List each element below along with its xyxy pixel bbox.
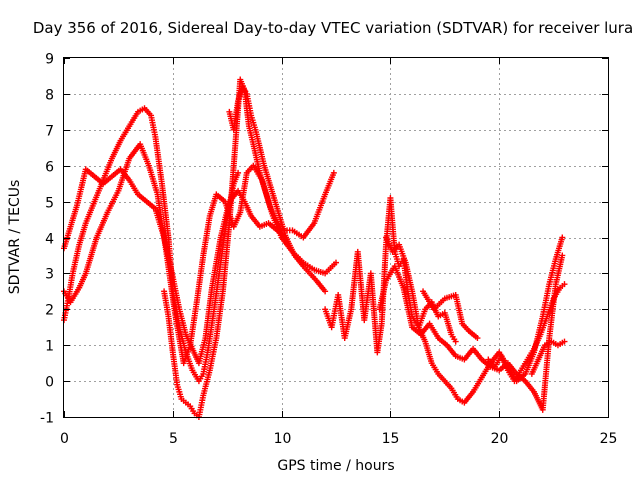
y-tick-label: 2 — [45, 303, 54, 319]
data-point — [452, 338, 459, 345]
chart-title: Day 356 of 2016, Sidereal Day-to-day VTE… — [33, 19, 633, 37]
y-tick-label: 7 — [45, 124, 54, 140]
series-track-e — [226, 83, 329, 295]
tick-labels: 0 5 10 15 20 25 -1 0 1 2 3 4 5 6 7 8 9 — [40, 52, 617, 448]
data-point — [333, 259, 339, 266]
y-tick-label: 0 — [45, 375, 54, 391]
x-axis-label: GPS time / hours — [277, 458, 394, 474]
series-track-j — [528, 338, 568, 377]
y-tick-label: 1 — [45, 339, 54, 355]
data-point — [474, 335, 481, 342]
series-track-b — [61, 166, 289, 367]
y-tick-label: 3 — [45, 267, 54, 283]
series-track-h — [376, 252, 566, 413]
series-track-g — [383, 234, 566, 406]
y-tick-label: -1 — [40, 411, 54, 427]
plot-frame — [63, 57, 609, 418]
data-point — [330, 169, 337, 176]
y-tick-label: 5 — [45, 196, 54, 212]
data-point — [561, 281, 568, 288]
y-axis-label: SDTVAR / TECUs — [7, 180, 23, 295]
data-points — [61, 76, 568, 420]
x-tick-label: 10 — [274, 431, 292, 447]
y-tick-label: 9 — [45, 52, 54, 68]
data-point — [561, 338, 568, 345]
y-tick-label: 4 — [45, 232, 54, 248]
x-tick-label: 0 — [60, 431, 69, 447]
axis-ticks — [64, 58, 609, 418]
x-tick-label: 20 — [491, 431, 509, 447]
y-tick-label: 6 — [45, 160, 54, 176]
x-tick-label: 5 — [169, 431, 178, 447]
grid-lines — [64, 58, 608, 417]
x-tick-label: 25 — [600, 431, 618, 447]
data-point — [559, 252, 566, 259]
series-track-i — [485, 281, 568, 385]
y-tick-label: 8 — [45, 88, 54, 104]
data-point — [322, 288, 329, 295]
series-track-d — [161, 76, 339, 420]
series-track-k — [420, 288, 481, 342]
data-point — [559, 234, 566, 241]
x-tick-label: 15 — [382, 431, 400, 447]
series-track-f — [322, 195, 459, 356]
